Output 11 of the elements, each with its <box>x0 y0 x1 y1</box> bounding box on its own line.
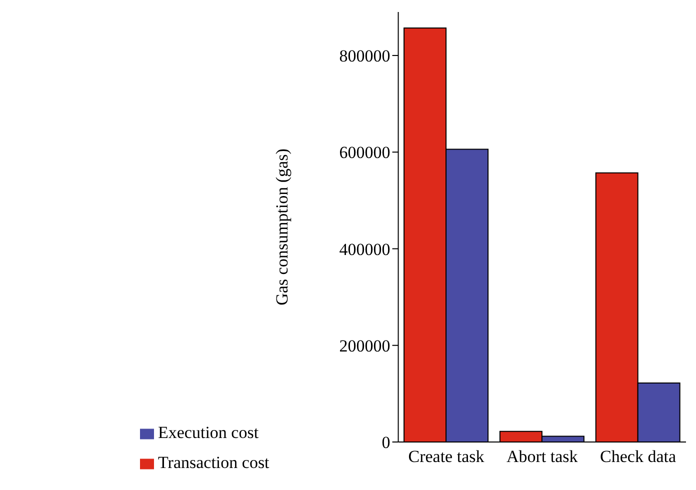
y-tick-label: 0 <box>382 433 390 452</box>
x-tick-label: Check data <box>600 447 676 466</box>
y-tick-label: 600000 <box>339 143 390 162</box>
y-tick-label: 400000 <box>339 240 390 259</box>
x-tick-label: Create task <box>408 447 485 466</box>
x-tick-label: Abort task <box>506 447 578 466</box>
y-tick-label: 800000 <box>339 46 390 66</box>
legend-label: Execution cost <box>158 423 259 442</box>
y-axis-title: Gas consumption (gas) <box>272 148 292 306</box>
y-tick-label: 200000 <box>339 336 390 356</box>
legend-label: Transaction cost <box>158 453 270 472</box>
